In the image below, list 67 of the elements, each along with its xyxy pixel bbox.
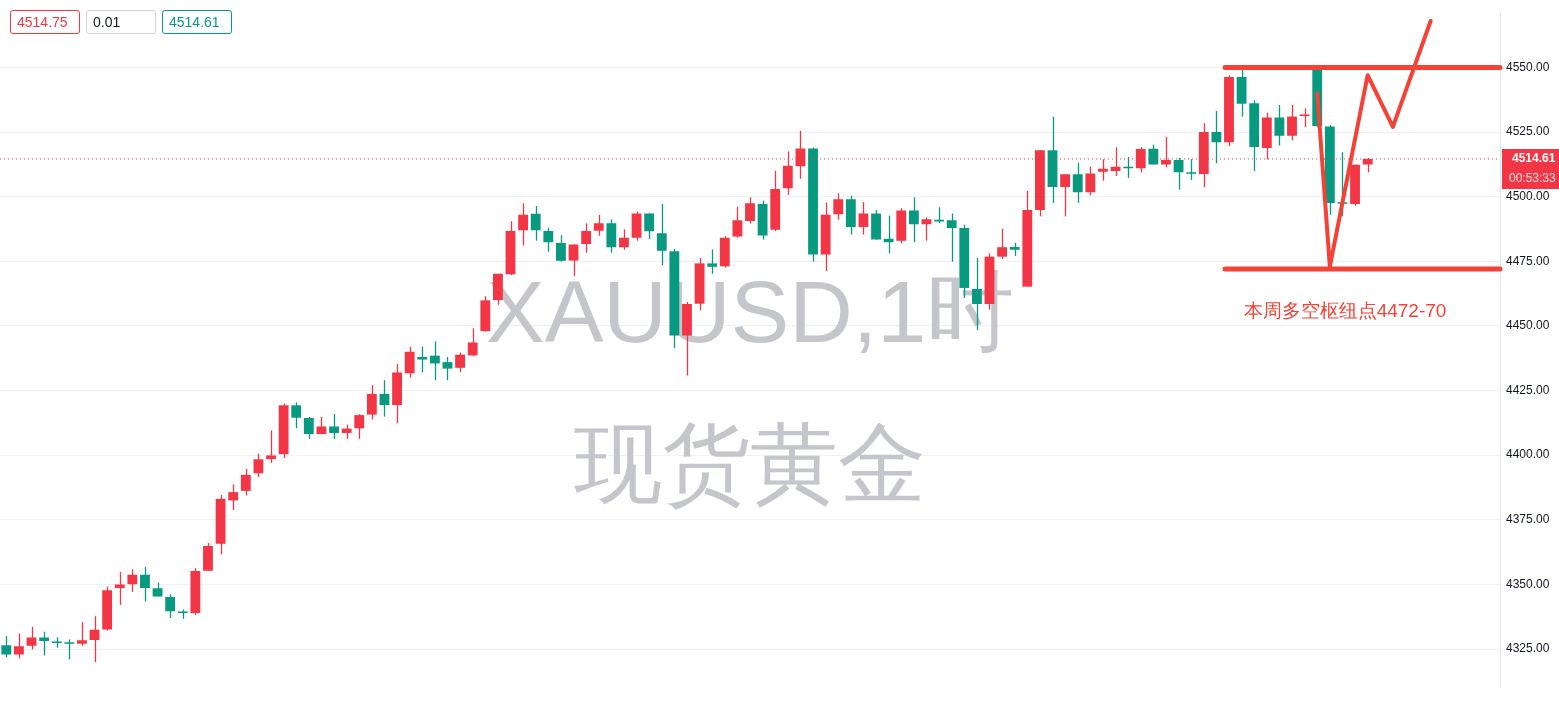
candlestick (556, 234, 566, 263)
candlestick (354, 413, 365, 440)
candlestick (240, 468, 251, 497)
ref-line-label: 本周多空枢纽点4472-70 (1243, 299, 1447, 321)
candlestick (404, 345, 415, 379)
candlestick (543, 227, 554, 253)
candlestick (379, 379, 390, 418)
candlestick (13, 632, 24, 659)
candlestick (77, 621, 87, 647)
candlestick (1085, 165, 1096, 196)
candlestick (593, 214, 604, 237)
candlestick (228, 483, 239, 511)
candlestick (530, 205, 541, 242)
candlestick (1211, 110, 1222, 165)
text: 00:53:33 (1509, 171, 1557, 186)
y-tick-label: 4325.00 (1506, 641, 1550, 656)
y-tick-label: 4475.00 (1506, 253, 1550, 268)
y-tick-label: 4450.00 (1506, 318, 1550, 333)
candlestick (329, 413, 339, 440)
candlestick (656, 203, 667, 266)
ref-line-label: 4514.61 (1512, 151, 1556, 166)
candlestick (64, 638, 75, 661)
y-tick-label: 4500.00 (1506, 189, 1550, 204)
y-tick-label: 4525.00 (1506, 124, 1550, 139)
candlestick (39, 631, 50, 657)
y-tick-label: 4425.00 (1506, 382, 1550, 397)
annotation: 4514.61 (162, 10, 232, 34)
candlestick (429, 340, 440, 381)
y-tick-label: 4375.00 (1506, 512, 1550, 527)
candlestick (908, 196, 919, 243)
candlestick (619, 228, 629, 251)
y-tick-label: 4350.00 (1506, 576, 1550, 591)
candlestick (518, 202, 529, 246)
candlestick (165, 593, 176, 619)
candlestick (1072, 162, 1083, 204)
candlestick (291, 401, 302, 429)
candlestick (745, 196, 755, 225)
candlestick (303, 416, 314, 440)
y-tick-label: 4400.00 (1506, 447, 1550, 462)
candlestick (732, 206, 743, 239)
candlestick (946, 212, 957, 263)
candlestick (1186, 158, 1197, 181)
candlestick (644, 212, 655, 240)
candlestick (26, 626, 37, 651)
candlestick (442, 356, 453, 381)
candlestick (833, 192, 844, 221)
candlestick (1060, 173, 1071, 218)
candlestick (467, 327, 478, 357)
candlestick (127, 568, 138, 593)
candlestick (253, 452, 264, 478)
candlestick (581, 222, 592, 254)
candlestick (417, 345, 428, 374)
candlestick (1287, 104, 1297, 142)
annotation: 0.01 (86, 10, 156, 34)
annotation: 4514.75 (10, 10, 80, 34)
y-tick-label: 4550.00 (1506, 59, 1550, 74)
candlestick (883, 214, 894, 254)
candlestick (1173, 157, 1184, 191)
candlestick (140, 566, 150, 603)
candlestick (366, 384, 377, 421)
candlestick (114, 571, 125, 606)
candlestick (1, 635, 12, 658)
candlestick (455, 351, 465, 373)
candlestick (1274, 104, 1285, 147)
text: 现货黄金 (574, 414, 926, 514)
candlestick (266, 429, 276, 464)
candlestick (997, 228, 1008, 260)
